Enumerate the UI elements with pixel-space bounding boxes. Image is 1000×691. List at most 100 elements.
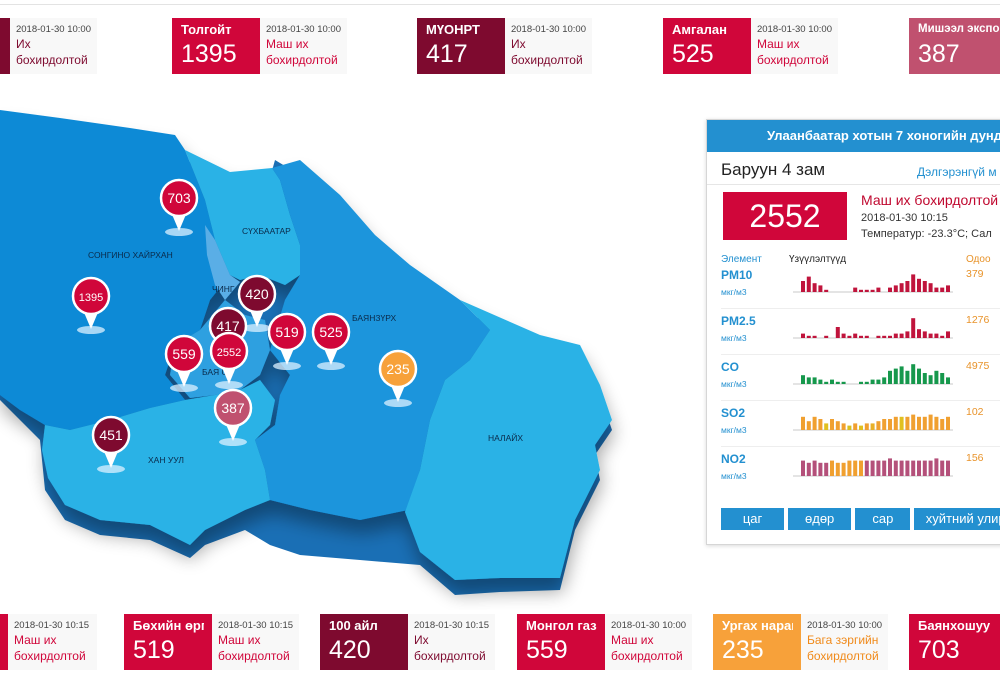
pollutant-unit: мкг/м3 — [721, 379, 747, 389]
map-marker[interactable]: 235 — [378, 349, 418, 407]
station-card-100-ail[interactable]: 100 айл 420 2018-01-30 10:15 Их бохирдол… — [320, 614, 495, 670]
pollutant-name: SO2 — [721, 406, 746, 420]
sparkline-bar — [893, 285, 898, 292]
sparkline-bar — [934, 333, 939, 338]
marker-layer: 703 1395 420 417 2552 559 519 525 235 387 451 — [71, 178, 418, 473]
sparkline-bar — [812, 335, 817, 338]
sparkline-bar — [853, 333, 858, 338]
sparkline-bar — [911, 364, 916, 384]
sparkline-bar — [859, 460, 863, 476]
marker-value: 420 — [245, 286, 269, 302]
pollutant-sparkline — [793, 364, 953, 385]
map-marker[interactable]: 420 — [237, 274, 277, 332]
aqi-big-value: 2552 — [723, 192, 847, 240]
station-card-urgakh-naran[interactable]: Ургах наран 235 2018-01-30 10:00 Бага зэ… — [713, 614, 888, 670]
panel-header: Улаанбаатар хотын 7 хоногийн дунд — [707, 120, 1000, 152]
col-element: Элемент — [721, 254, 762, 265]
map-marker[interactable]: 525 — [311, 312, 351, 370]
station-card-bokhiin-urguu[interactable]: Бөхийн өргөө 519 2018-01-30 10:15 Маш их… — [124, 614, 299, 670]
pollutant-unit: мкг/м3 — [721, 471, 747, 481]
pollution-status: Их бохирдолтой — [15, 37, 88, 67]
map-marker[interactable]: 1395 — [71, 276, 111, 334]
aqi-box: м — [0, 614, 8, 670]
map-marker[interactable]: 387 — [213, 388, 253, 446]
timestamp: 2018-01-30 10:00 — [510, 24, 586, 35]
district-chingeltei[interactable] — [205, 225, 240, 300]
timestamp: 2018-01-30 10:15 — [14, 620, 90, 631]
station-name: МҮОНРТ — [426, 22, 480, 37]
map-marker[interactable]: 703 — [159, 178, 199, 236]
sparkline-bar — [818, 285, 823, 292]
sparkline-bar — [859, 335, 863, 338]
map-marker[interactable]: 519 — [267, 312, 307, 370]
sparkline-bar — [893, 416, 898, 430]
aqi-value: 525 — [672, 40, 714, 68]
station-card-amgalan[interactable]: Амгалан 525 2018-01-30 10:00 Маш их бохи… — [663, 18, 838, 74]
district-nalaikh[interactable] — [405, 300, 612, 580]
pollutant-sparkline — [793, 318, 953, 339]
row-divider — [721, 354, 1000, 355]
sparkline-bar — [934, 287, 939, 292]
row-divider — [721, 308, 1000, 309]
map-marker[interactable]: 2552 — [209, 331, 249, 389]
pollutant-sparkline — [793, 414, 953, 431]
district-sukhbaatar[interactable] — [185, 150, 300, 285]
station-name: Толгойт — [181, 22, 232, 37]
tab-month[interactable]: сар — [855, 508, 911, 530]
sparkline-bar — [882, 460, 887, 476]
station-card-muonrt[interactable]: МҮОНРТ 417 2018-01-30 10:00 Их бохирдолт… — [417, 18, 592, 74]
sparkline-bar — [888, 370, 892, 384]
pollutant-sparkline — [793, 458, 953, 477]
timestamp: 2018-01-30 10:00 — [756, 24, 832, 35]
marker-circle — [267, 312, 307, 352]
col-current: Одоо — [966, 254, 991, 265]
sparkline-bar — [835, 462, 840, 476]
sparkline-bar — [870, 423, 875, 430]
sparkline-bar — [911, 414, 916, 430]
station-name: Монгол газар — [526, 618, 597, 633]
station-name: Амгалан — [672, 22, 727, 37]
sparkline-bar — [824, 423, 829, 430]
sparkline-bar — [893, 460, 898, 476]
station-card-bottom-0[interactable]: м 2018-01-30 10:15 Маш их бохирдолтой — [0, 614, 97, 670]
district-bayanzurkh[interactable] — [255, 160, 490, 520]
sparkline-bar — [859, 381, 863, 384]
marker-value: 703 — [167, 190, 191, 206]
marker-circle — [209, 331, 249, 371]
pollutant-name: PM2.5 — [721, 314, 756, 328]
marker-value: 559 — [172, 346, 196, 362]
sparkline-bar — [928, 460, 933, 476]
tab-day[interactable]: өдөр — [788, 508, 852, 530]
sparkline-bar — [864, 381, 869, 384]
district-label: БАЯ ОЛ — [202, 367, 234, 377]
station-detail-panel: Улаанбаатар хотын 7 хоногийн дунд Баруун… — [706, 119, 1000, 545]
sparkline-bar — [830, 419, 834, 430]
aqi-value: 519 — [133, 636, 175, 664]
sparkline-bar — [905, 416, 910, 430]
station-card-top-0[interactable]: 2018-01-30 10:00 Их бохирдолтой — [0, 18, 97, 74]
marker-shadow — [317, 362, 345, 370]
station-name: Ургах наран — [722, 618, 793, 633]
marker-value: 2552 — [217, 347, 241, 359]
map-marker[interactable]: 451 — [91, 415, 131, 473]
station-card-misheel-expo[interactable]: Мишээл экспо 387 — [909, 18, 1000, 74]
marker-shadow — [273, 362, 301, 370]
tab-season[interactable]: хуйтний улир — [914, 508, 1000, 530]
station-card-mongol-gazar[interactable]: Монгол газар 559 2018-01-30 10:00 Маш их… — [517, 614, 692, 670]
sparkline-bar — [859, 425, 863, 430]
pollution-status: Маш их бохирдолтой — [218, 633, 290, 663]
tab-hour[interactable]: цаг — [721, 508, 785, 530]
details-link[interactable]: Дэлгэрэнгүй м — [917, 165, 997, 179]
station-name: Мишээл экспо — [918, 23, 1000, 35]
district-khanuul[interactable] — [42, 380, 275, 545]
aqi-value: 1395 — [181, 40, 237, 68]
station-card-bayankhoshuu[interactable]: Баянхошуу 703 — [909, 614, 1000, 670]
sparkline-bar — [806, 276, 811, 292]
station-card-tolgoit[interactable]: Толгойт 1395 2018-01-30 10:00 Маш их бох… — [172, 18, 347, 74]
map-marker[interactable]: 559 — [164, 334, 204, 392]
aqi-box: Ургах наран 235 — [713, 614, 801, 670]
sparkline-bar — [841, 423, 846, 430]
sparkline-bar — [801, 375, 805, 384]
sparkline-bar — [946, 331, 950, 338]
